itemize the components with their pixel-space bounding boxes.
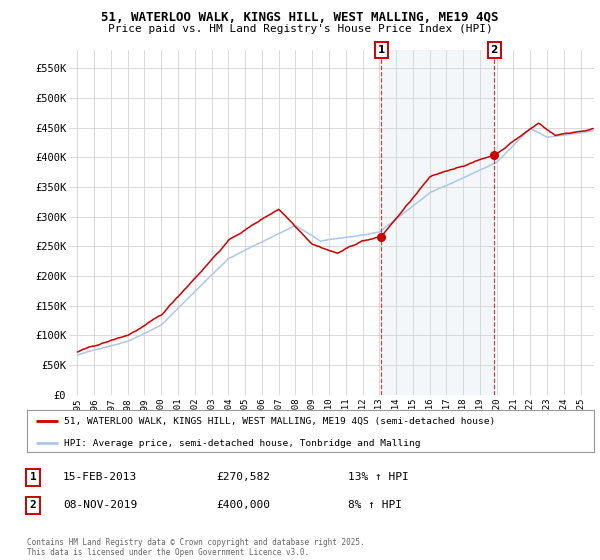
Text: Price paid vs. HM Land Registry's House Price Index (HPI): Price paid vs. HM Land Registry's House … [107,24,493,34]
Text: £400,000: £400,000 [216,500,270,510]
Text: 1: 1 [377,45,385,55]
Text: 51, WATERLOO WALK, KINGS HILL, WEST MALLING, ME19 4QS (semi-detached house): 51, WATERLOO WALK, KINGS HILL, WEST MALL… [64,417,495,426]
Bar [382,50,494,395]
Text: 13% ↑ HPI: 13% ↑ HPI [348,472,409,482]
Text: 1: 1 [29,472,37,482]
Text: HPI: Average price, semi-detached house, Tonbridge and Malling: HPI: Average price, semi-detached house,… [64,438,421,448]
Text: 2: 2 [29,500,37,510]
Text: Contains HM Land Registry data © Crown copyright and database right 2025.
This d: Contains HM Land Registry data © Crown c… [27,538,365,557]
Text: 51, WATERLOO WALK, KINGS HILL, WEST MALLING, ME19 4QS: 51, WATERLOO WALK, KINGS HILL, WEST MALL… [101,11,499,24]
Text: £270,582: £270,582 [216,472,270,482]
Text: 8% ↑ HPI: 8% ↑ HPI [348,500,402,510]
Text: 08-NOV-2019: 08-NOV-2019 [63,500,137,510]
Text: 2: 2 [491,45,498,55]
Text: 15-FEB-2013: 15-FEB-2013 [63,472,137,482]
